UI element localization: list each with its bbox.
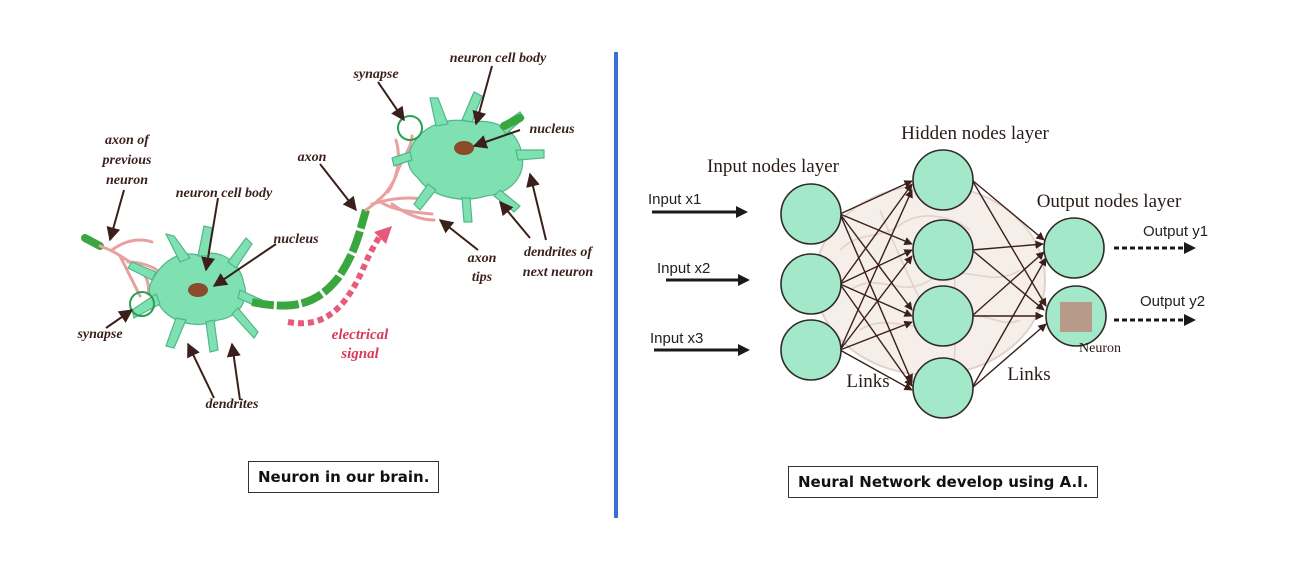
label-cell-body-left: neuron cell body <box>176 186 273 201</box>
left-caption: Neuron in our brain. <box>248 461 440 493</box>
hidden-node-4 <box>912 357 974 419</box>
input-nodes <box>780 183 842 381</box>
label-electrical: electrical <box>332 327 389 343</box>
output-arrows <box>1114 242 1196 326</box>
electrical-signal-arrow <box>287 226 392 327</box>
label-previous: previous <box>102 153 153 168</box>
input-node-2 <box>780 253 842 315</box>
label-dendrites-of: dendrites of <box>524 245 593 260</box>
label-synapse-left: synapse <box>76 327 122 342</box>
network-labels: Input nodes layer Hidden nodes layer Out… <box>648 123 1208 392</box>
right-caption: Neural Network develop using A.I. <box>788 466 1099 498</box>
label-output-y1: Output y1 <box>1143 223 1208 240</box>
hidden-node-2 <box>912 219 974 281</box>
label-input-x1: Input x1 <box>648 191 701 208</box>
label-links-left: Links <box>846 371 889 392</box>
panel-divider <box>614 52 618 518</box>
label-nucleus-right: nucleus <box>529 122 575 137</box>
label-nucleus-left: nucleus <box>273 232 319 247</box>
label-input-layer: Input nodes layer <box>707 156 840 177</box>
label-axon-tips-2: tips <box>472 270 493 285</box>
input-node-3 <box>780 319 842 381</box>
label-output-y2: Output y2 <box>1140 293 1205 310</box>
label-synapse-top: synapse <box>352 67 398 82</box>
label-hidden-layer: Hidden nodes layer <box>901 123 1049 144</box>
label-neuron: neuron <box>106 173 148 188</box>
label-cell-body-right: neuron cell body <box>450 51 547 66</box>
neuron-square <box>1060 302 1092 332</box>
label-signal: signal <box>340 346 379 362</box>
label-links-right: Links <box>1007 364 1050 385</box>
input-arrows <box>652 206 750 356</box>
label-input-x2: Input x2 <box>657 260 710 277</box>
label-neuron: Neuron <box>1079 341 1121 356</box>
neuron-illustration <box>81 65 547 401</box>
label-axon: axon <box>298 150 327 165</box>
hidden-node-1 <box>912 149 974 211</box>
label-axon-of: axon of <box>105 133 150 148</box>
neuron-labels: axon of previous neuron neuron cell body… <box>76 51 593 412</box>
output-node-1 <box>1043 217 1105 279</box>
hidden-nodes <box>912 149 974 419</box>
label-input-x3: Input x3 <box>650 330 703 347</box>
input-node-1 <box>780 183 842 245</box>
network-links <box>839 179 1047 391</box>
label-dendrites: dendrites <box>206 397 259 412</box>
label-next-neuron: next neuron <box>523 265 594 280</box>
label-output-layer: Output nodes layer <box>1037 191 1182 212</box>
label-axon-tips-1: axon <box>468 251 497 266</box>
hidden-node-3 <box>912 285 974 347</box>
